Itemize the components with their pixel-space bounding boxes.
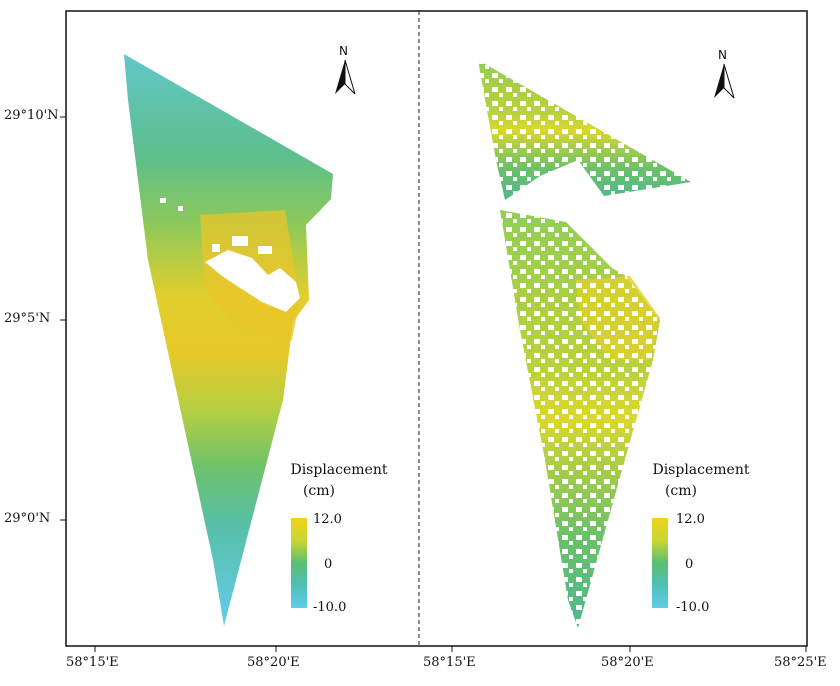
left-legend-min: -10.0 [313, 600, 347, 615]
right-legend-min: -10.0 [676, 600, 710, 615]
left-legend-max: 12.0 [313, 512, 342, 527]
right-gap-upper [478, 60, 691, 200]
left-north-label: N [339, 44, 348, 58]
right-legend-max: 12.0 [676, 512, 705, 527]
left-legend-mid: 0 [324, 557, 333, 572]
right-legend-title: Displacement (cm) [646, 460, 756, 502]
lon-label: 58°15'E [66, 655, 119, 670]
left-displacement-map [124, 54, 356, 626]
right-legend-title-line2: (cm) [664, 483, 698, 499]
left-legend-title-line2: (cm) [302, 483, 336, 499]
right-legend-title-line1: Displacement [652, 462, 750, 478]
left-legend-title: Displacement (cm) [284, 460, 394, 502]
left-data-gap [160, 198, 300, 312]
left-north-arrow-icon [335, 59, 356, 95]
lat-label: 29°10'N [4, 108, 59, 123]
left-legend-title-line1: Displacement [290, 462, 388, 478]
right-north-label: N [718, 48, 727, 62]
right-legend-mid: 0 [685, 557, 694, 572]
lon-label: 58°25'E [774, 655, 827, 670]
lat-label: 29°0'N [4, 511, 51, 526]
left-displacement-field [124, 54, 333, 626]
lon-label: 58°20'E [247, 655, 300, 670]
lat-label: 29°5'N [4, 311, 51, 326]
right-legend-colorbar [652, 518, 668, 608]
left-legend-colorbar [291, 518, 307, 608]
lon-label: 58°15'E [423, 655, 476, 670]
map-frame [65, 10, 808, 647]
right-gap-lower [500, 210, 660, 628]
right-north-arrow-icon [714, 63, 735, 99]
lon-label: 58°20'E [601, 655, 654, 670]
right-displacement-map [478, 60, 735, 628]
